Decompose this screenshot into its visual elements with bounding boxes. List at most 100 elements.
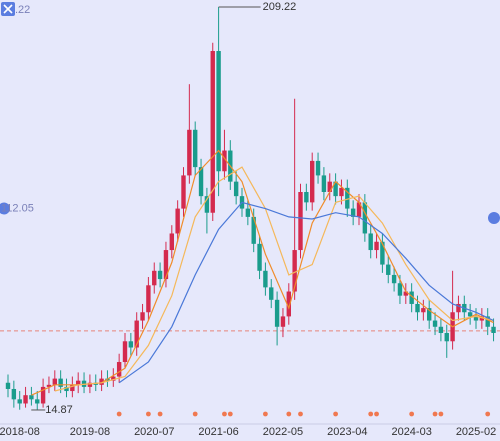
- candle-body: [128, 341, 134, 348]
- candle-body: [421, 308, 426, 313]
- candle-body: [251, 216, 256, 244]
- min-label: 14.87: [45, 404, 73, 416]
- event-dot: [368, 411, 374, 417]
- candle-body: [368, 233, 373, 251]
- candle-body: [29, 395, 34, 400]
- candle-body: [134, 320, 139, 348]
- candle-body: [163, 250, 169, 280]
- candle-body: [304, 191, 309, 203]
- event-dot: [192, 411, 198, 417]
- candle-body: [386, 264, 391, 275]
- x-tick-label: 2018-08: [0, 426, 40, 438]
- event-dot: [263, 411, 268, 417]
- candle-body: [40, 386, 46, 404]
- candle-body: [427, 308, 432, 321]
- candle-body: [403, 291, 408, 296]
- candle-body: [310, 160, 315, 203]
- candle-body: [491, 326, 496, 333]
- candle-body: [409, 291, 414, 304]
- event-dot: [116, 411, 122, 417]
- candle-body: [122, 341, 128, 363]
- candle-body: [11, 388, 17, 400]
- event-dot: [333, 411, 338, 417]
- candle-body: [391, 274, 397, 284]
- candle-body: [140, 312, 145, 321]
- candle-body: [280, 316, 286, 327]
- corner-label: .22: [15, 4, 30, 16]
- candle-body: [479, 316, 485, 321]
- event-dot: [409, 411, 415, 417]
- event-dot: [485, 411, 491, 417]
- candle-body: [152, 270, 157, 286]
- candle-body: [339, 187, 344, 197]
- moving-average-line: [118, 201, 494, 384]
- candle-body: [380, 241, 385, 265]
- candle-body: [485, 316, 490, 327]
- x-tick-label: 2023-04: [327, 426, 367, 438]
- candle-body: [286, 291, 291, 317]
- x-tick-label: 2022-05: [263, 426, 303, 438]
- close-icon: [3, 4, 13, 14]
- candle-body: [350, 208, 356, 217]
- candle-body: [169, 233, 174, 251]
- event-dot: [432, 411, 438, 417]
- candle-body: [356, 202, 362, 217]
- candle-body: [17, 399, 22, 404]
- x-tick-label: 2021-06: [198, 426, 238, 438]
- event-dot: [157, 411, 163, 417]
- candle-body: [198, 167, 204, 197]
- candle-body: [116, 362, 122, 377]
- candle-body: [204, 196, 210, 213]
- candle-body: [35, 399, 40, 404]
- candle-body: [245, 208, 251, 217]
- candle-body: [87, 382, 93, 387]
- candle-body: [473, 316, 479, 321]
- candle-body: [432, 320, 438, 327]
- candle-body: [321, 175, 327, 192]
- x-tick-label: 2025-02: [456, 426, 496, 438]
- candle-body: [5, 382, 11, 389]
- candle-body: [263, 270, 268, 288]
- candle-body: [257, 243, 262, 271]
- candle-body: [46, 384, 52, 387]
- event-dot: [298, 411, 303, 417]
- candle-body: [274, 299, 280, 327]
- candle-body: [397, 283, 403, 296]
- candle-body: [193, 129, 198, 168]
- event-dot: [286, 411, 292, 417]
- candle-body: [52, 378, 57, 385]
- candle-body: [210, 51, 215, 213]
- candle-body: [444, 332, 449, 342]
- candle-body: [362, 202, 368, 234]
- candle-body: [292, 250, 297, 292]
- event-dot: [222, 411, 227, 417]
- event-dot: [146, 411, 151, 417]
- max-label: 209.22: [263, 1, 297, 13]
- candle-body: [216, 51, 221, 172]
- x-tick-label: 2019-08: [70, 426, 110, 438]
- x-tick-label: 2024-03: [391, 426, 431, 438]
- candle-body: [175, 208, 180, 234]
- right-handle[interactable]: [488, 212, 500, 224]
- candle-body: [456, 303, 461, 313]
- candle-body: [333, 181, 338, 197]
- candle-body: [146, 285, 151, 313]
- candle-body: [187, 129, 192, 176]
- candle-body: [157, 270, 163, 280]
- candle-body: [438, 326, 444, 333]
- candle-body: [64, 386, 69, 392]
- candle-body: [467, 312, 473, 317]
- x-tick-label: 2020-07: [134, 426, 174, 438]
- y-tick-handle: [0, 202, 10, 215]
- candle-body: [70, 384, 75, 392]
- candle-body: [327, 181, 332, 192]
- candle-body: [222, 150, 227, 172]
- candle-body: [58, 378, 63, 387]
- candle-body: [76, 380, 81, 385]
- candle-body: [345, 187, 350, 209]
- candle-body: [233, 181, 239, 197]
- candle-body: [23, 395, 28, 404]
